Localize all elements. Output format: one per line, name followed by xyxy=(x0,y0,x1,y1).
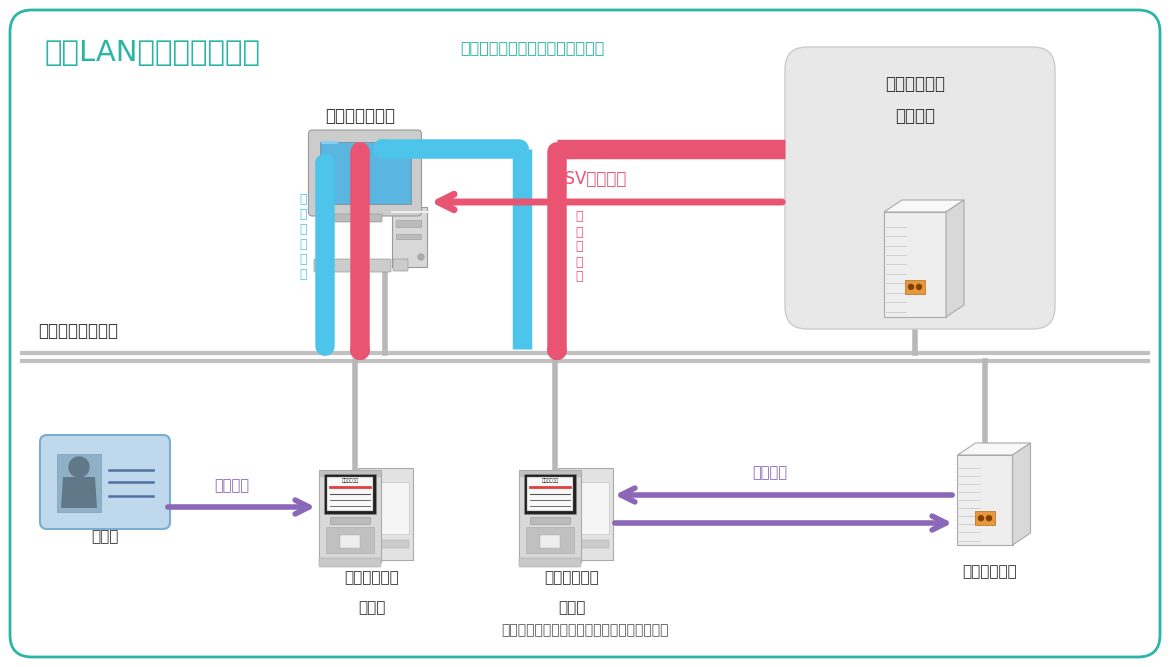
FancyBboxPatch shape xyxy=(885,212,947,317)
FancyBboxPatch shape xyxy=(558,468,613,560)
Text: 個人認証: 個人認証 xyxy=(214,478,249,493)
FancyBboxPatch shape xyxy=(319,470,381,476)
Text: （複数台導入いただく場合など）: （複数台導入いただく場合など） xyxy=(460,40,605,55)
Text: ２号機: ２号機 xyxy=(558,600,586,615)
FancyBboxPatch shape xyxy=(519,558,581,567)
FancyBboxPatch shape xyxy=(957,455,1012,545)
FancyBboxPatch shape xyxy=(333,214,381,222)
FancyBboxPatch shape xyxy=(11,10,1159,657)
Text: 学割証発行機: 学割証発行機 xyxy=(345,570,399,585)
FancyBboxPatch shape xyxy=(314,259,391,272)
FancyBboxPatch shape xyxy=(319,558,381,567)
Text: 認証サーバー: 認証サーバー xyxy=(963,564,1018,579)
Text: サーバー: サーバー xyxy=(895,107,935,125)
FancyBboxPatch shape xyxy=(319,470,381,562)
FancyBboxPatch shape xyxy=(362,540,409,548)
FancyBboxPatch shape xyxy=(519,470,581,476)
Polygon shape xyxy=(957,443,1031,455)
Text: １号機: １号機 xyxy=(358,600,386,615)
Polygon shape xyxy=(1012,443,1031,545)
Text: 学割証発行機: 学割証発行機 xyxy=(544,570,599,585)
FancyBboxPatch shape xyxy=(309,130,421,216)
FancyBboxPatch shape xyxy=(526,527,574,553)
Text: 管理用パソコン: 管理用パソコン xyxy=(325,107,395,125)
FancyBboxPatch shape xyxy=(519,470,581,562)
FancyBboxPatch shape xyxy=(975,511,994,525)
Text: 学
割
証
情
報: 学 割 証 情 報 xyxy=(576,211,583,283)
Text: 教務システム: 教務システム xyxy=(885,75,945,93)
Circle shape xyxy=(69,457,89,477)
Text: 学生証: 学生証 xyxy=(91,529,118,544)
FancyBboxPatch shape xyxy=(395,234,421,239)
Polygon shape xyxy=(885,200,964,212)
FancyBboxPatch shape xyxy=(319,142,411,204)
FancyBboxPatch shape xyxy=(524,474,576,514)
FancyBboxPatch shape xyxy=(326,527,374,553)
FancyBboxPatch shape xyxy=(541,535,560,548)
Text: （発行後、個人情報は発行機に残りません）: （発行後、個人情報は発行機に残りません） xyxy=(501,623,669,637)
FancyBboxPatch shape xyxy=(40,435,170,529)
FancyBboxPatch shape xyxy=(57,454,101,512)
Text: 個
人
認
証
情
報: 個 人 認 証 情 報 xyxy=(300,193,307,281)
FancyBboxPatch shape xyxy=(395,220,421,227)
FancyBboxPatch shape xyxy=(526,477,573,511)
Text: CSVファイル: CSVファイル xyxy=(553,170,627,188)
Text: 学割証発行機: 学割証発行機 xyxy=(342,478,359,483)
Text: 個人認証: 個人認証 xyxy=(752,465,787,480)
Circle shape xyxy=(908,284,914,289)
FancyBboxPatch shape xyxy=(362,482,409,534)
FancyBboxPatch shape xyxy=(392,207,427,267)
FancyBboxPatch shape xyxy=(562,482,610,534)
FancyBboxPatch shape xyxy=(330,517,370,524)
FancyBboxPatch shape xyxy=(785,47,1055,329)
FancyBboxPatch shape xyxy=(326,477,373,511)
FancyBboxPatch shape xyxy=(906,280,925,294)
FancyBboxPatch shape xyxy=(358,468,413,560)
Polygon shape xyxy=(61,477,97,508)
Text: 学内LANに接続する場合: 学内LANに接続する場合 xyxy=(44,39,261,67)
Circle shape xyxy=(986,516,991,521)
FancyBboxPatch shape xyxy=(393,259,408,271)
Polygon shape xyxy=(947,200,964,317)
FancyBboxPatch shape xyxy=(324,474,376,514)
Text: 学割証発行機: 学割証発行機 xyxy=(542,478,558,483)
FancyBboxPatch shape xyxy=(562,540,610,548)
Circle shape xyxy=(418,254,424,260)
FancyBboxPatch shape xyxy=(530,517,570,524)
FancyBboxPatch shape xyxy=(340,535,360,548)
Circle shape xyxy=(978,516,984,521)
Text: 学内ネットワーク: 学内ネットワーク xyxy=(37,322,118,340)
Circle shape xyxy=(916,284,922,289)
